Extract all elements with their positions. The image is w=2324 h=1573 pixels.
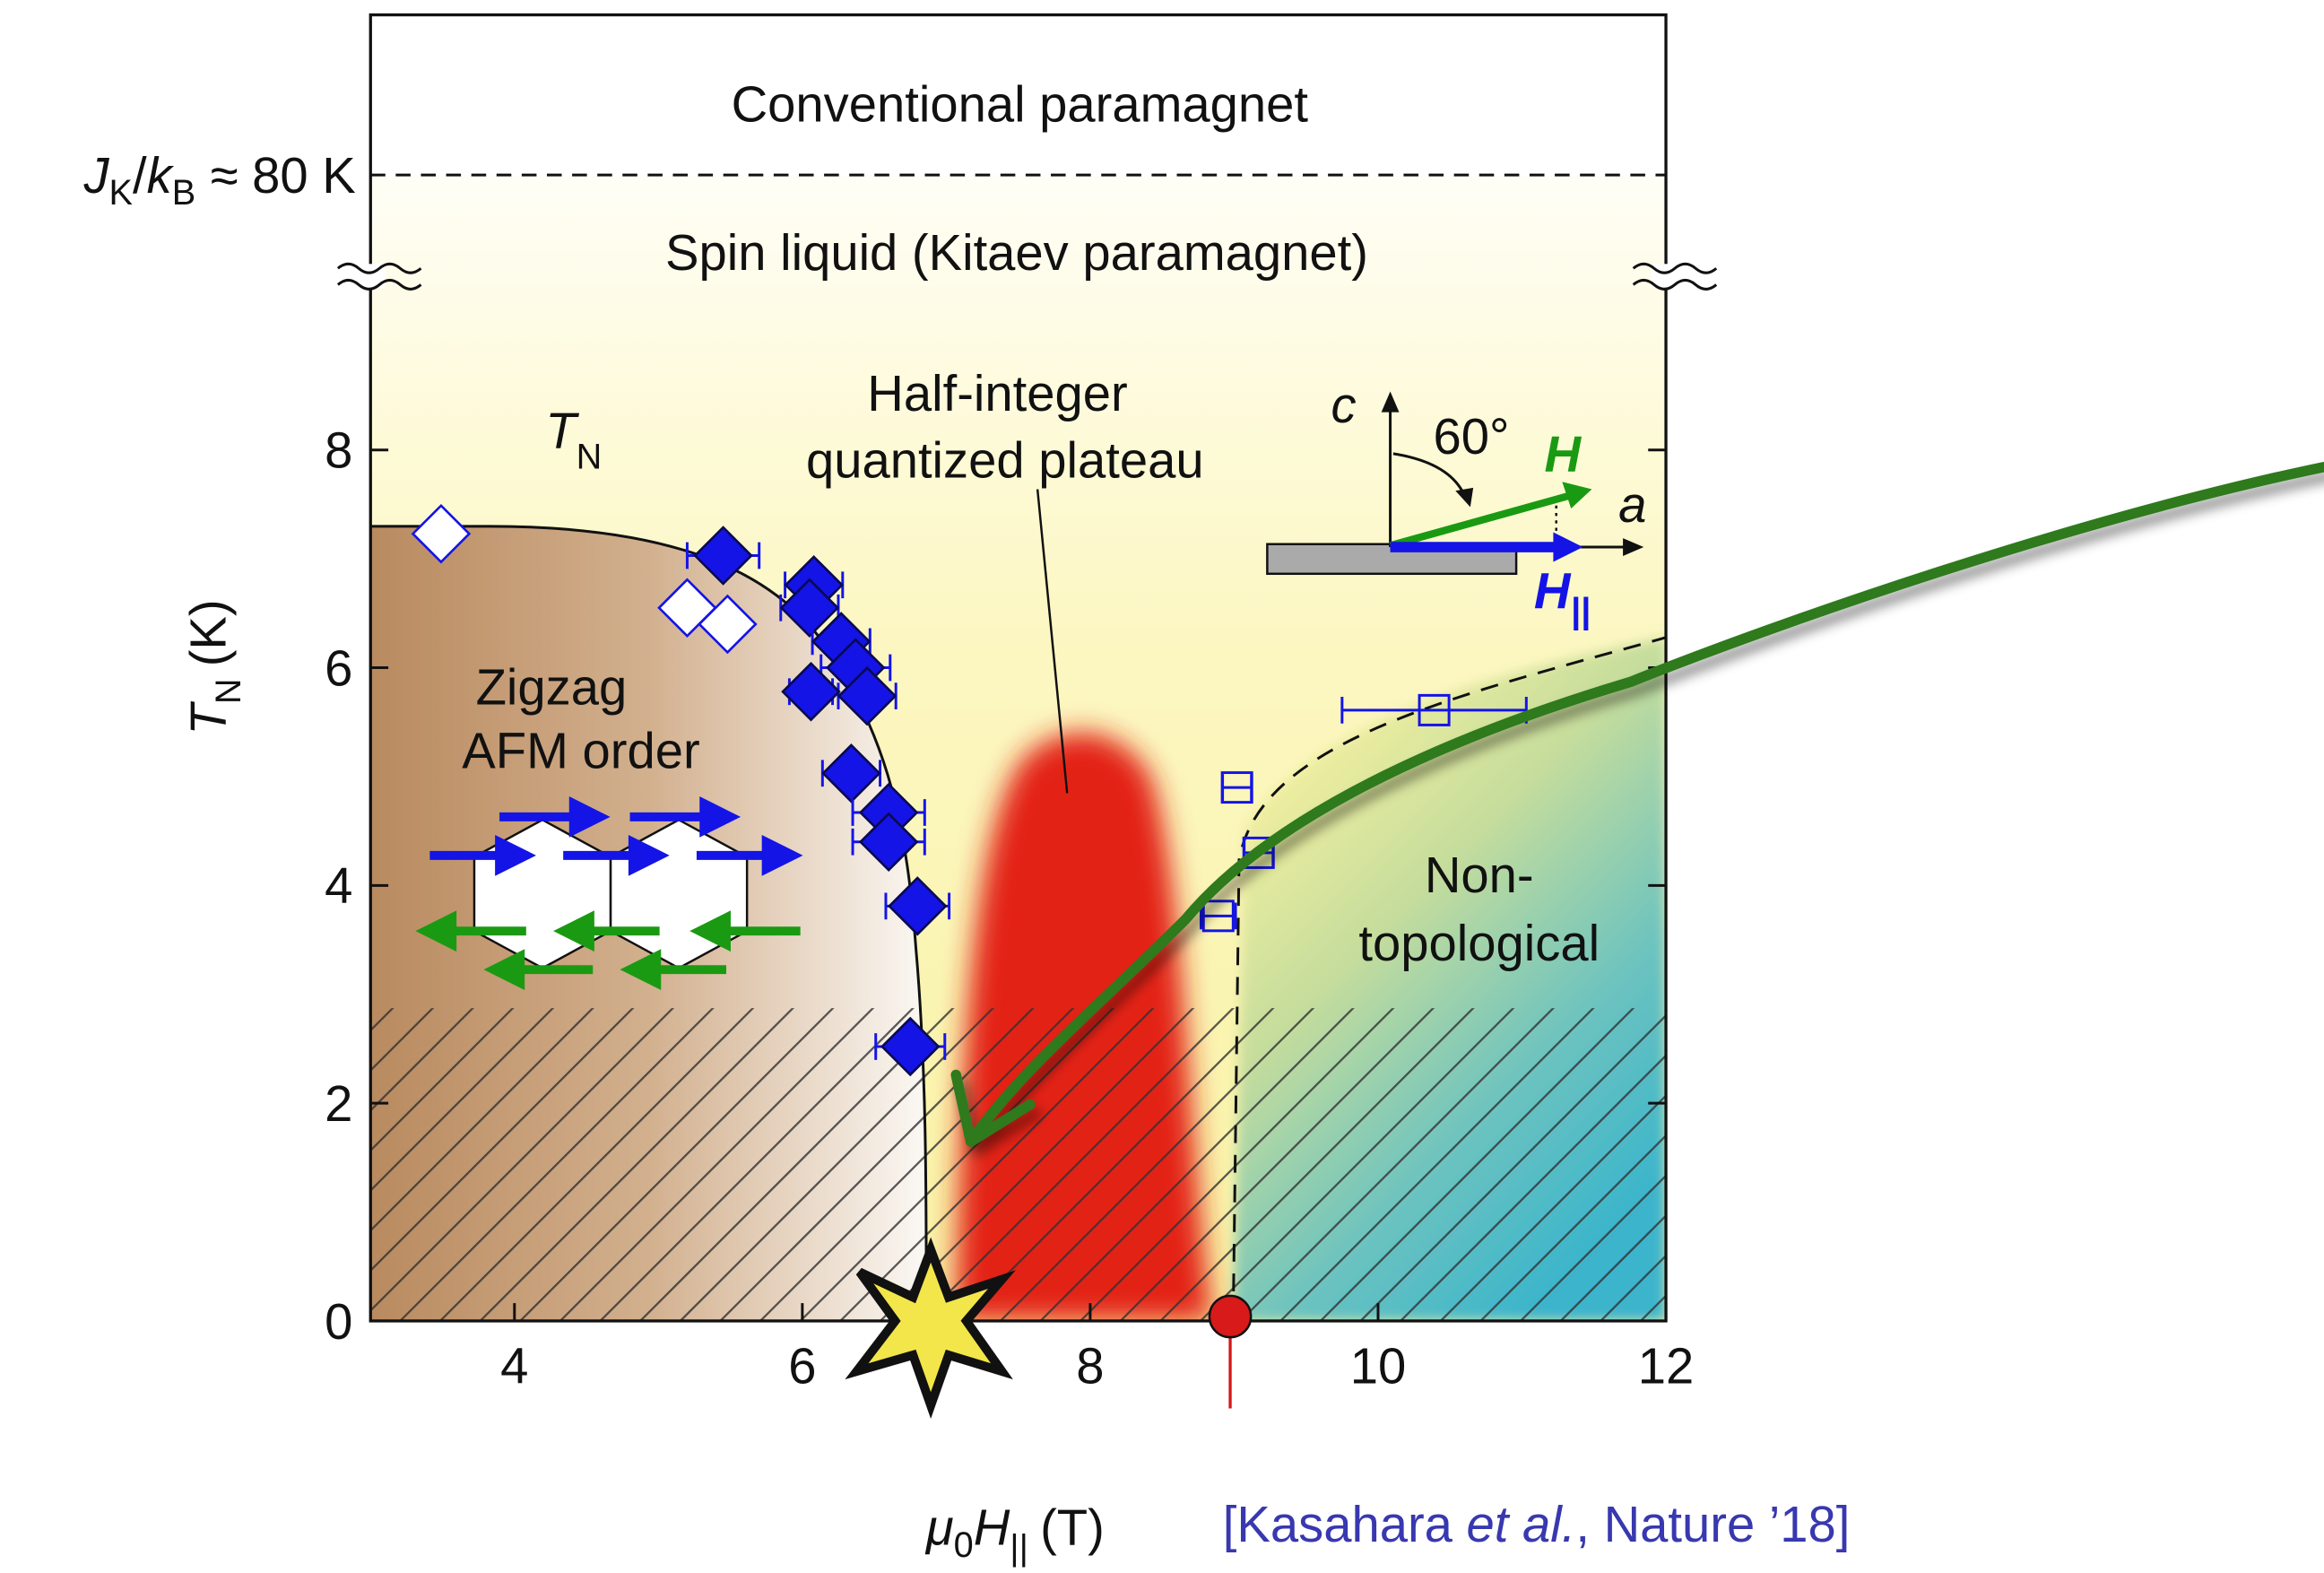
hatch-line	[1721, 935, 2106, 1321]
y-tick-label: 2	[325, 1075, 352, 1132]
label-part: et al.	[1467, 1496, 1576, 1552]
label-part: ||	[1570, 591, 1590, 630]
hatch-line	[1681, 935, 2067, 1321]
label-part: ≈ 80 K	[211, 147, 356, 204]
chart: 4 6 8 10 12 0 2 4 6 8 Conventional paramagnet Spi…	[0, 0, 2324, 1573]
label-part: B	[172, 173, 195, 213]
label-part: ||	[1010, 1528, 1028, 1568]
region-label: Spin liquid (Kitaev paramagnet)	[665, 224, 1368, 281]
label-part: [Kasahara	[1223, 1496, 1467, 1552]
x-axis-label: μ0H|| (T)	[924, 1499, 1105, 1569]
region-label: Half-integer	[867, 365, 1127, 421]
label-part: , Nature ’18]	[1575, 1496, 1850, 1552]
hatch-line	[1641, 935, 2026, 1321]
label-part: (K)	[179, 599, 236, 666]
label-part: N	[577, 437, 603, 476]
label-part: J	[82, 147, 109, 204]
label-part: 0	[954, 1525, 974, 1565]
region-label: topological	[1358, 915, 1600, 971]
label-part: /	[133, 147, 147, 204]
inset-label: 60°	[1434, 408, 1510, 465]
x-tick-label: 10	[1350, 1337, 1407, 1394]
region-label: quantized plateau	[806, 431, 1204, 488]
hatch-line	[40, 935, 426, 1321]
region-label: Conventional paramagnet	[732, 76, 1309, 133]
region-label: Zigzag	[476, 658, 628, 715]
page: {"chart_data": { "type": "scatter", "xli…	[0, 0, 2324, 1573]
inset-label: c	[1331, 377, 1356, 433]
region-label: Non-	[1425, 847, 1534, 903]
hatch-line	[1761, 935, 2146, 1321]
citation: [Kasahara et al., Nature ’18]	[1223, 1496, 1851, 1552]
x-tick-label: 8	[1076, 1337, 1104, 1394]
label-part: k	[147, 147, 175, 204]
y-tick-label: 8	[325, 422, 352, 479]
inset-label: H	[1544, 426, 1582, 482]
y-tick-label: 6	[325, 639, 352, 696]
y-axis-label: TN (K)	[179, 599, 248, 734]
label-part: H	[1534, 562, 1572, 619]
label-part: T	[545, 402, 579, 458]
x-tick-label: 4	[500, 1337, 528, 1394]
label-part: μ	[924, 1499, 954, 1556]
label-part: K	[109, 173, 133, 213]
y-tick-label: 0	[325, 1293, 352, 1350]
label-part: H	[974, 1499, 1010, 1556]
label-part: T	[179, 700, 236, 734]
region-label: AFM order	[462, 722, 699, 778]
critical-point	[1210, 1296, 1251, 1337]
inset-label: a	[1618, 476, 1646, 533]
label-part: (T)	[1040, 1499, 1105, 1556]
y-tick-label: 4	[325, 857, 352, 914]
label-part: N	[209, 679, 248, 705]
x-tick-label: 12	[1638, 1337, 1694, 1394]
x-tick-label: 6	[788, 1337, 816, 1394]
kitaev-scale-label: JK/kB ≈ 80 K	[82, 147, 355, 213]
phase-regions	[0, 15, 2146, 1321]
